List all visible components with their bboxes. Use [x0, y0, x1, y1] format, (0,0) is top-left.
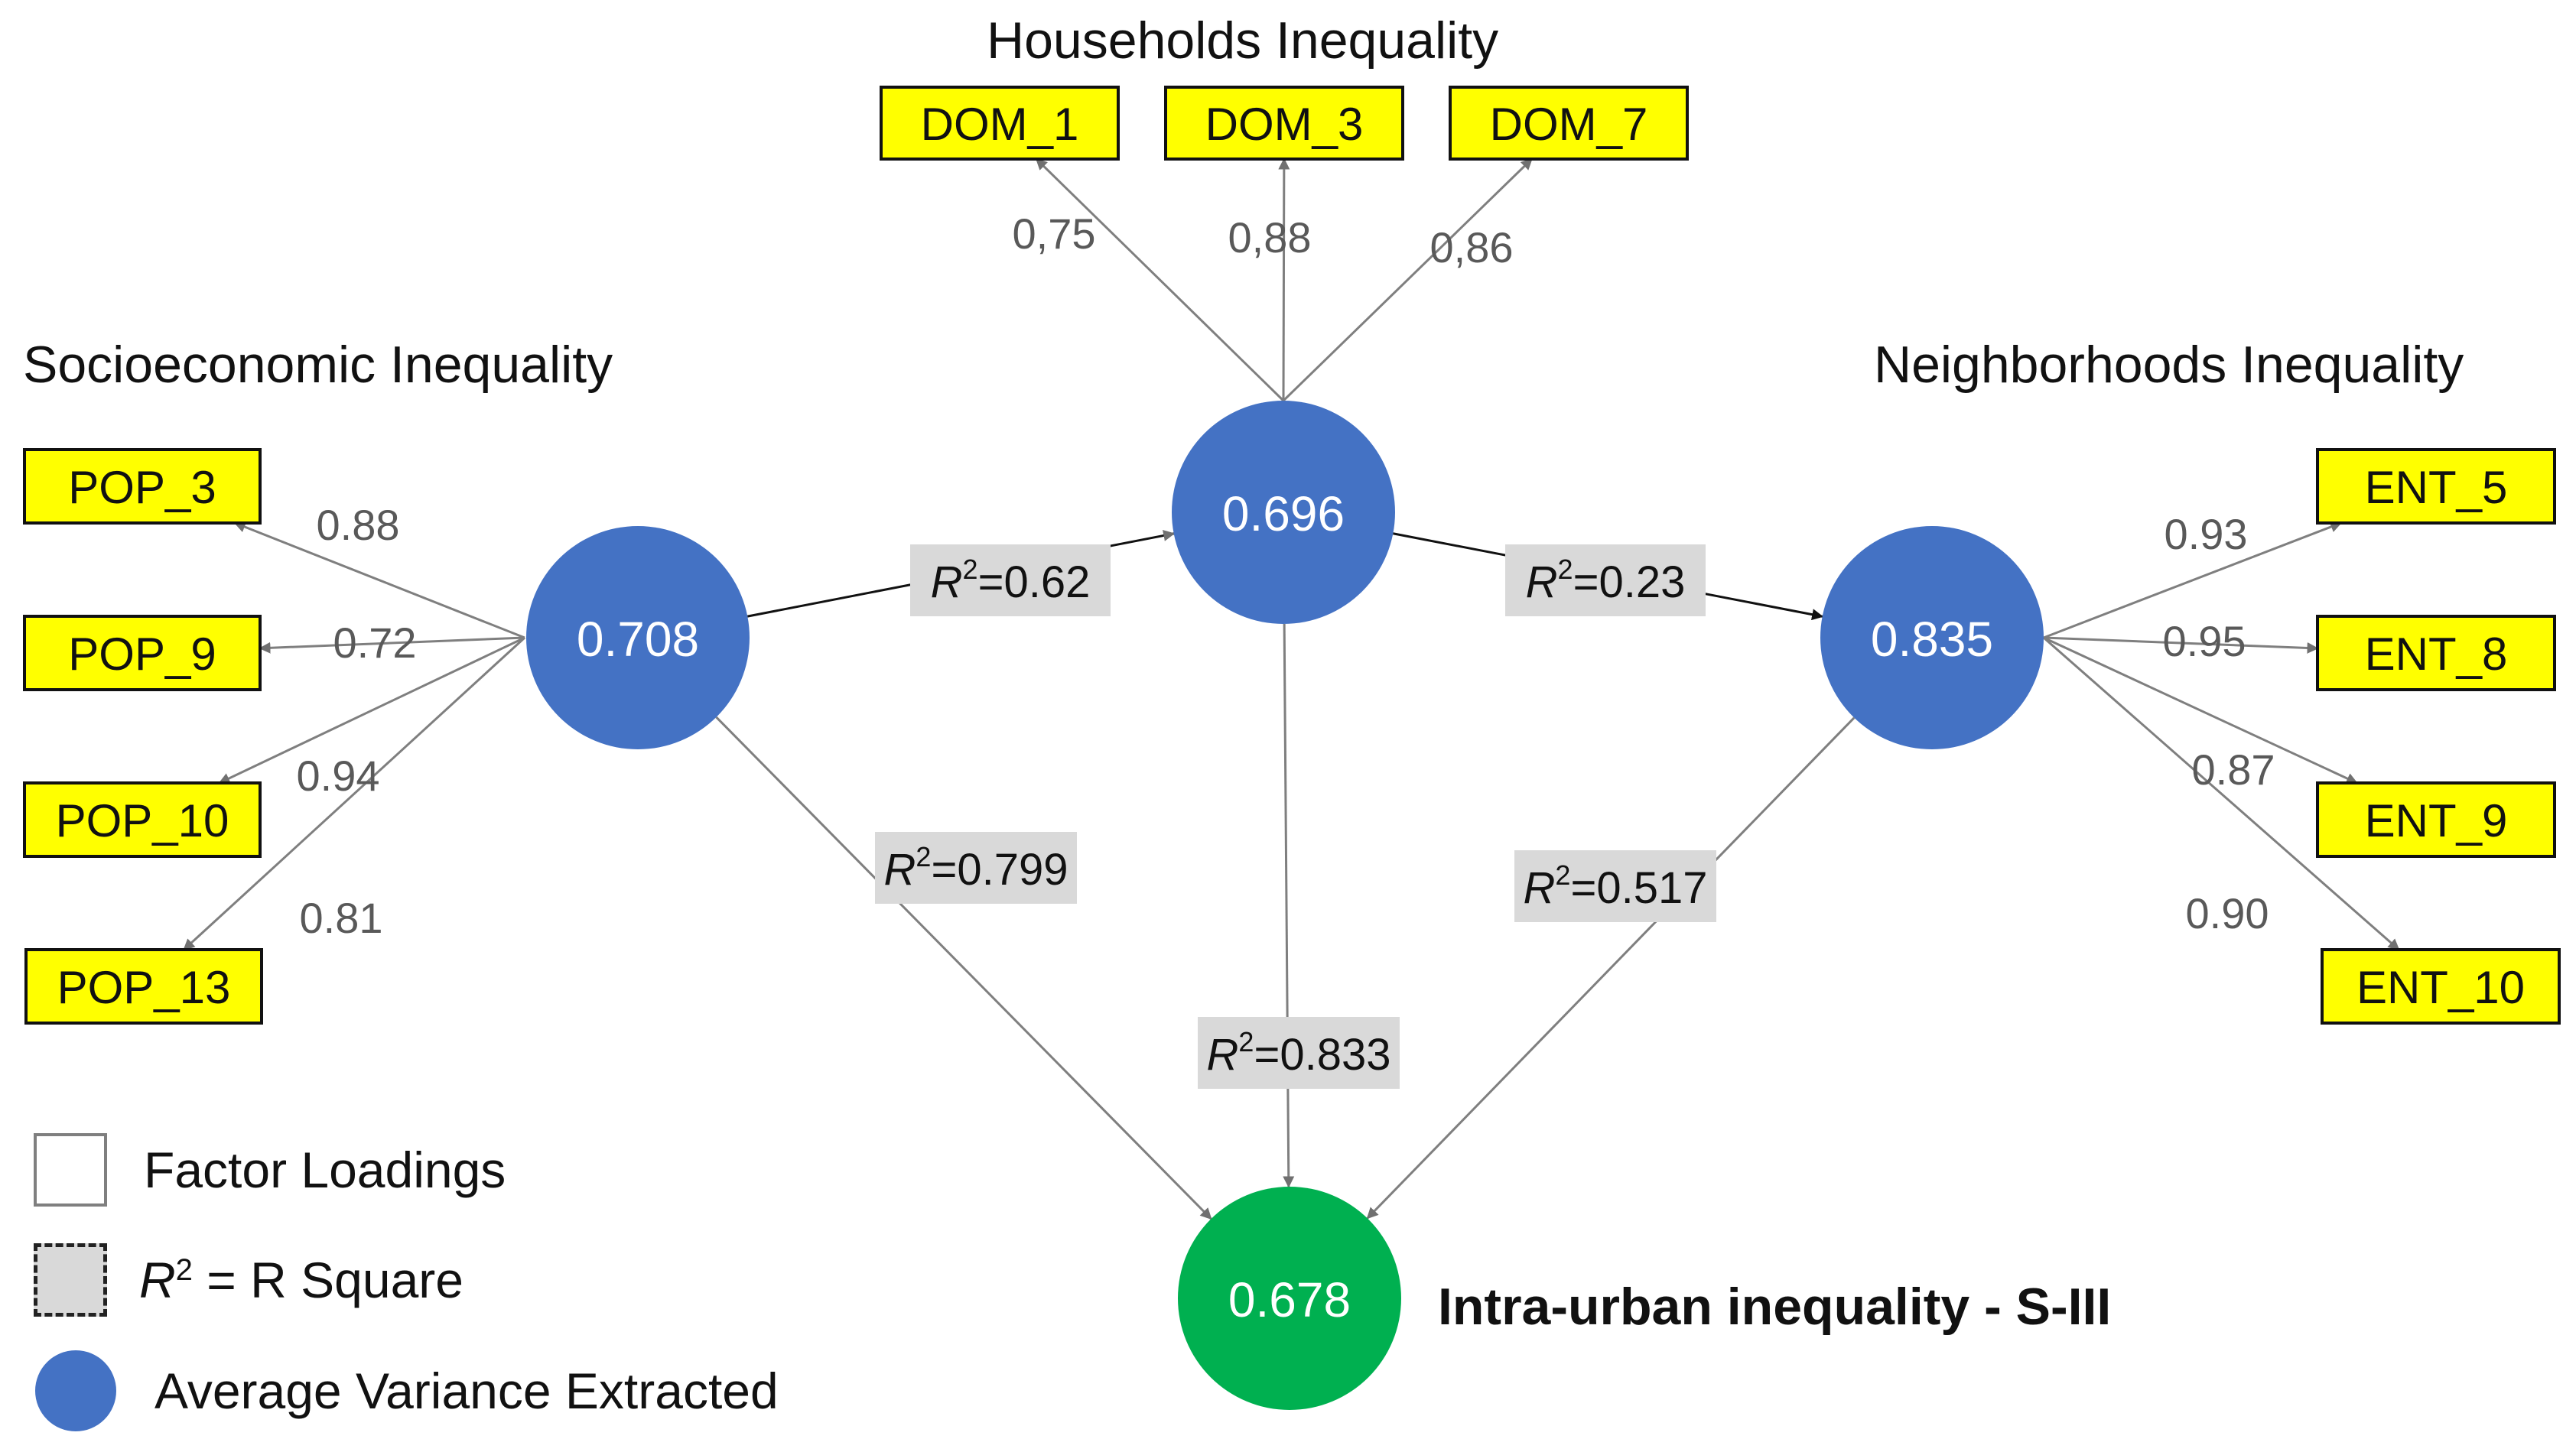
- loading-value-dom-7: 0,86: [1430, 223, 1514, 271]
- indicator-pop-9: POP_9: [23, 615, 262, 691]
- loading-value-pop-10: 0.94: [297, 752, 380, 800]
- path-line-socioeconomic-to-outcome: [715, 716, 1212, 1220]
- r2-label-box: [1198, 1017, 1400, 1089]
- loading-line-dom-1: [1035, 158, 1285, 402]
- indicator-ent-5: ENT_5: [2316, 448, 2556, 525]
- construct-socioeconomic: 0.708: [526, 526, 750, 749]
- construct-ave-households: 0.696: [1222, 486, 1345, 541]
- r2-label-households-to-outcome: R2=0.833: [1198, 1017, 1400, 1089]
- r2-label-box: [875, 832, 1077, 904]
- indicator-label-ent-5: ENT_5: [2365, 462, 2508, 513]
- loading-line-ent-10: [2043, 636, 2400, 951]
- indicator-label-pop-10: POP_10: [56, 795, 229, 846]
- construct-households: 0.696: [1172, 401, 1395, 624]
- loading-line-pop-9: [259, 636, 525, 654]
- loading-line-ent-5: [2043, 521, 2343, 639]
- loading-line-dom-7: [1282, 158, 1533, 402]
- loading-line-pop-10: [218, 636, 525, 784]
- indicator-label-ent-9: ENT_9: [2365, 795, 2508, 846]
- indicator-ent-10: ENT_10: [2321, 948, 2561, 1025]
- loading-value-dom-3: 0,88: [1228, 213, 1312, 261]
- indicator-label-dom-1: DOM_1: [921, 99, 1079, 150]
- r2-label-socioeconomic-to-households: R2=0.62: [910, 544, 1111, 616]
- indicator-box-ent-10: [2321, 948, 2561, 1025]
- indicator-dom-7: DOM_7: [1449, 86, 1689, 161]
- indicator-dom-1: DOM_1: [880, 86, 1120, 161]
- indicator-pop-3: POP_3: [23, 448, 262, 525]
- indicator-box-ent-9: [2316, 781, 2556, 858]
- construct-circle-households: [1172, 401, 1395, 624]
- indicator-label-pop-9: POP_9: [68, 629, 216, 680]
- r2-label-text: R2=0.517: [1524, 859, 1708, 913]
- loading-value-pop-9: 0.72: [333, 619, 417, 667]
- r2-label-text: R2=0.799: [884, 841, 1068, 895]
- construct-circle-neighborhoods: [1820, 526, 2044, 749]
- indicator-label-pop-3: POP_3: [68, 462, 216, 513]
- indicator-box-ent-8: [2316, 615, 2556, 691]
- construct-ave-socioeconomic: 0.708: [577, 612, 699, 667]
- indicator-box-pop-10: [23, 781, 262, 858]
- loading-value-ent-9: 0.87: [2192, 745, 2275, 794]
- construct-neighborhoods: 0.835: [1820, 526, 2044, 749]
- path-line-households-to-outcome: [1283, 623, 1295, 1188]
- r2-label-text: R2=0.23: [1526, 554, 1686, 607]
- indicator-label-ent-8: ENT_8: [2365, 629, 2508, 680]
- loading-value-dom-1: 0,75: [1013, 210, 1096, 258]
- r2-label-neighborhoods-to-outcome: R2=0.517: [1514, 850, 1716, 922]
- indicator-pop-13: POP_13: [24, 948, 263, 1025]
- loading-line-ent-9: [2043, 636, 2358, 784]
- loading-value-pop-3: 0.88: [317, 501, 400, 549]
- indicator-label-pop-13: POP_13: [57, 962, 231, 1013]
- r2-label-households-to-neighborhoods: R2=0.23: [1505, 544, 1706, 616]
- loading-line-pop-13: [183, 636, 526, 951]
- construct-circle-socioeconomic: [526, 526, 750, 749]
- indicator-box-ent-5: [2316, 448, 2556, 525]
- construct-ave-neighborhoods: 0.835: [1871, 612, 1993, 667]
- indicator-box-pop-13: [24, 948, 263, 1025]
- loading-value-ent-5: 0.93: [2165, 510, 2248, 558]
- path-line-neighborhoods-to-outcome: [1366, 716, 1856, 1220]
- indicator-pop-10: POP_10: [23, 781, 262, 858]
- nodes-layer: 0.708 0.696 0.835 0.678 DOM_1 DOM_3 DOM_7 POP_3…: [23, 86, 2561, 1410]
- indicator-ent-9: ENT_9: [2316, 781, 2556, 858]
- indicator-ent-8: ENT_8: [2316, 615, 2556, 691]
- construct-ave-outcome: 0.678: [1228, 1272, 1351, 1327]
- r2-label-socioeconomic-to-outcome: R2=0.799: [875, 832, 1077, 904]
- loading-line-pop-3: [233, 521, 525, 639]
- indicator-label-ent-10: ENT_10: [2356, 962, 2525, 1013]
- r2-label-box: [1505, 544, 1706, 616]
- indicator-box-dom-1: [880, 86, 1120, 161]
- indicator-label-dom-3: DOM_3: [1205, 99, 1364, 150]
- indicator-label-dom-7: DOM_7: [1490, 99, 1648, 150]
- loading-value-ent-10: 0.90: [2186, 889, 2269, 937]
- indicator-box-pop-9: [23, 615, 262, 691]
- r2-label-box: [1514, 850, 1716, 922]
- r2-label-box: [910, 544, 1111, 616]
- loading-line-ent-8: [2043, 636, 2319, 654]
- r2-label-text: R2=0.62: [931, 554, 1091, 607]
- indicator-box-dom-7: [1449, 86, 1689, 161]
- construct-outcome: 0.678: [1178, 1187, 1401, 1410]
- indicator-dom-3: DOM_3: [1164, 86, 1404, 161]
- indicator-box-pop-3: [23, 448, 262, 525]
- loading-value-pop-13: 0.81: [300, 894, 383, 942]
- r2-label-text: R2=0.833: [1207, 1026, 1391, 1080]
- loading-value-ent-8: 0.95: [2163, 617, 2246, 665]
- construct-circle-outcome: [1178, 1187, 1401, 1410]
- loading-line-dom-3: [1278, 158, 1290, 401]
- labels-layer: 0,75 0,88 0,86 0.88 0.72 0.94 0.81 0.93 0.95 0.87…: [297, 210, 2275, 1089]
- indicator-box-dom-3: [1164, 86, 1404, 161]
